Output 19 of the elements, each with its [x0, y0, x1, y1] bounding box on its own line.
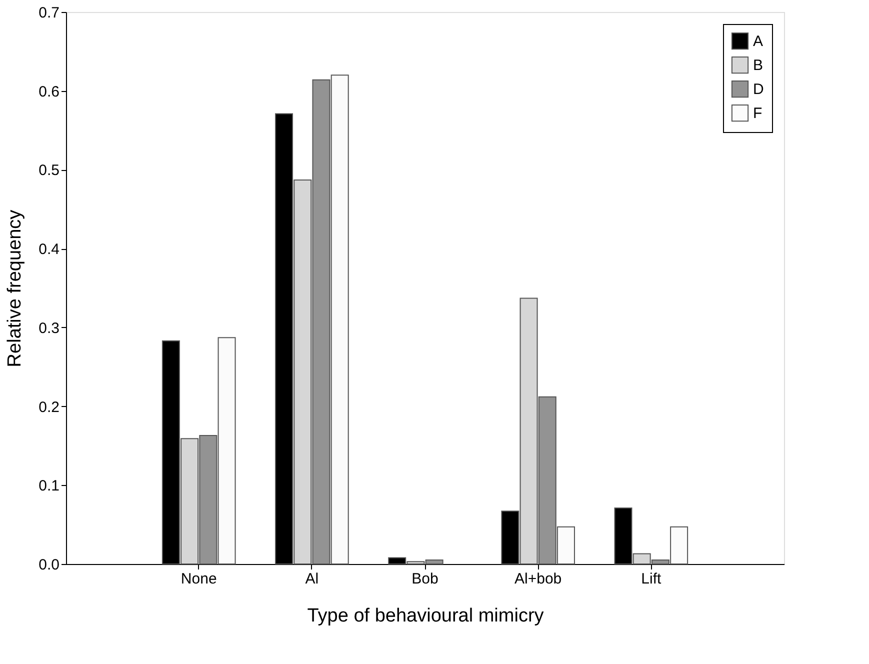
x-tick-label: Bob	[412, 570, 438, 588]
y-tick-label: 0.5	[38, 162, 60, 180]
legend-label: B	[753, 57, 764, 74]
x-tick-label: Al+bob	[514, 570, 562, 588]
y-tick-label: 0.1	[38, 478, 60, 495]
x-axis-title: Type of behavioural mimicry	[307, 606, 544, 626]
legend-label: A	[753, 33, 764, 50]
y-axis-title: Relative frequency	[4, 209, 26, 368]
y-tick-label: 0.2	[38, 398, 60, 416]
legend-label: D	[753, 81, 764, 98]
x-tick-label: Lift	[641, 570, 662, 588]
x-tick-label: Al	[305, 570, 319, 588]
x-tick-label: None	[180, 570, 217, 588]
y-tick-label: 0.0	[38, 556, 60, 574]
y-tick-label: 0.3	[38, 320, 60, 337]
y-tick-label: 0.7	[38, 4, 60, 22]
legend-label: F	[753, 105, 762, 122]
y-tick-label: 0.6	[38, 83, 60, 100]
y-tick-label: 0.4	[38, 241, 60, 258]
